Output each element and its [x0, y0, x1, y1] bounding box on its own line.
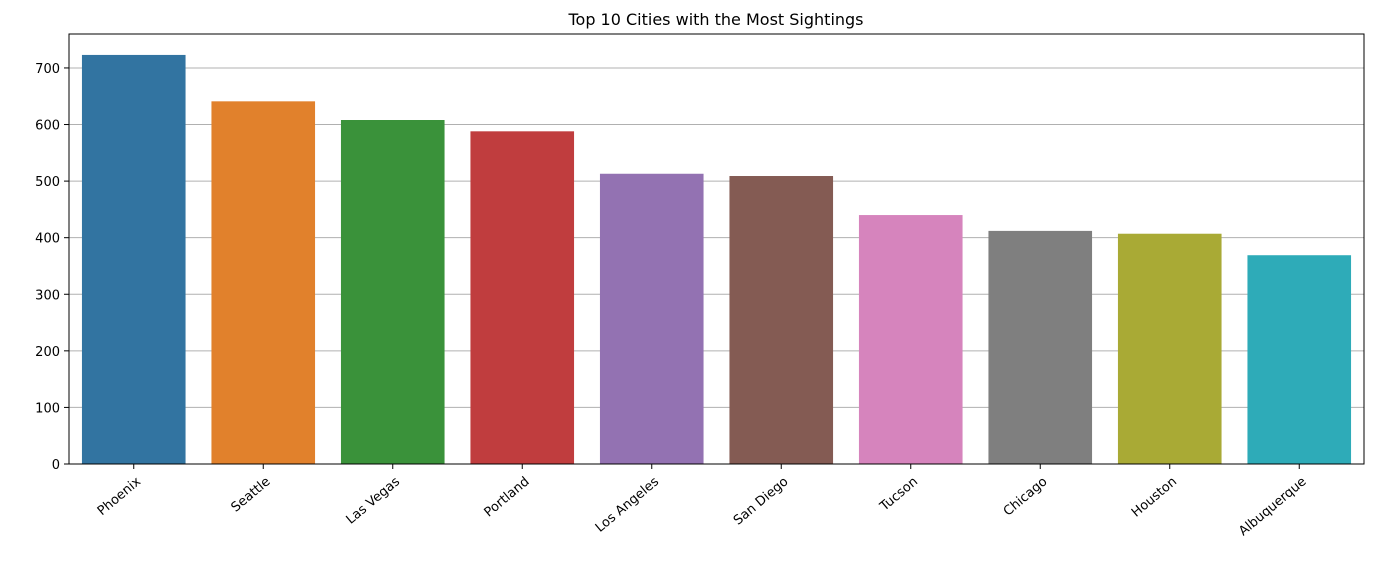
y-tick-label: 500 [35, 175, 60, 190]
x-tick-label: Tucson [877, 474, 921, 515]
chart-title: Top 10 Cities with the Most Sightings [567, 10, 863, 29]
bar-chicago [988, 230, 1093, 464]
bar-los-angeles [599, 173, 704, 464]
bar-san-diego [729, 176, 834, 464]
x-tick-label: Los Angeles [593, 474, 662, 536]
x-tick-label: Houston [1129, 474, 1180, 520]
y-tick-label: 400 [35, 232, 60, 247]
y-tick-label: 200 [35, 345, 60, 360]
x-axis: Phoenix Seattle Las Vegas Portland Los Angel… [95, 464, 1309, 539]
bars [81, 54, 1352, 465]
bar-seattle [211, 101, 316, 464]
x-tick-label: Albuquerque [1236, 474, 1309, 539]
y-tick-label: 300 [35, 288, 60, 303]
x-tick-label: Seattle [229, 474, 274, 515]
bar-portland [470, 131, 575, 464]
bar-albuquerque [1247, 255, 1352, 464]
x-tick-label: San Diego [731, 474, 792, 528]
bar-houston [1117, 233, 1222, 464]
y-tick-label: 600 [35, 119, 60, 134]
x-tick-label: Chicago [1001, 474, 1051, 519]
y-tick-label: 100 [35, 401, 60, 416]
bar-phoenix [81, 54, 186, 465]
y-axis: 0 100 200 300 400 500 600 700 [35, 62, 69, 473]
bar-tucson [858, 215, 963, 464]
x-tick-label: Phoenix [95, 474, 144, 519]
bar-las-vegas [340, 120, 445, 464]
y-tick-label: 0 [52, 458, 60, 473]
x-tick-label: Portland [482, 474, 533, 520]
y-tick-label: 700 [35, 62, 60, 77]
x-tick-label: Las Vegas [344, 474, 404, 527]
plot-frame [68, 33, 1365, 465]
